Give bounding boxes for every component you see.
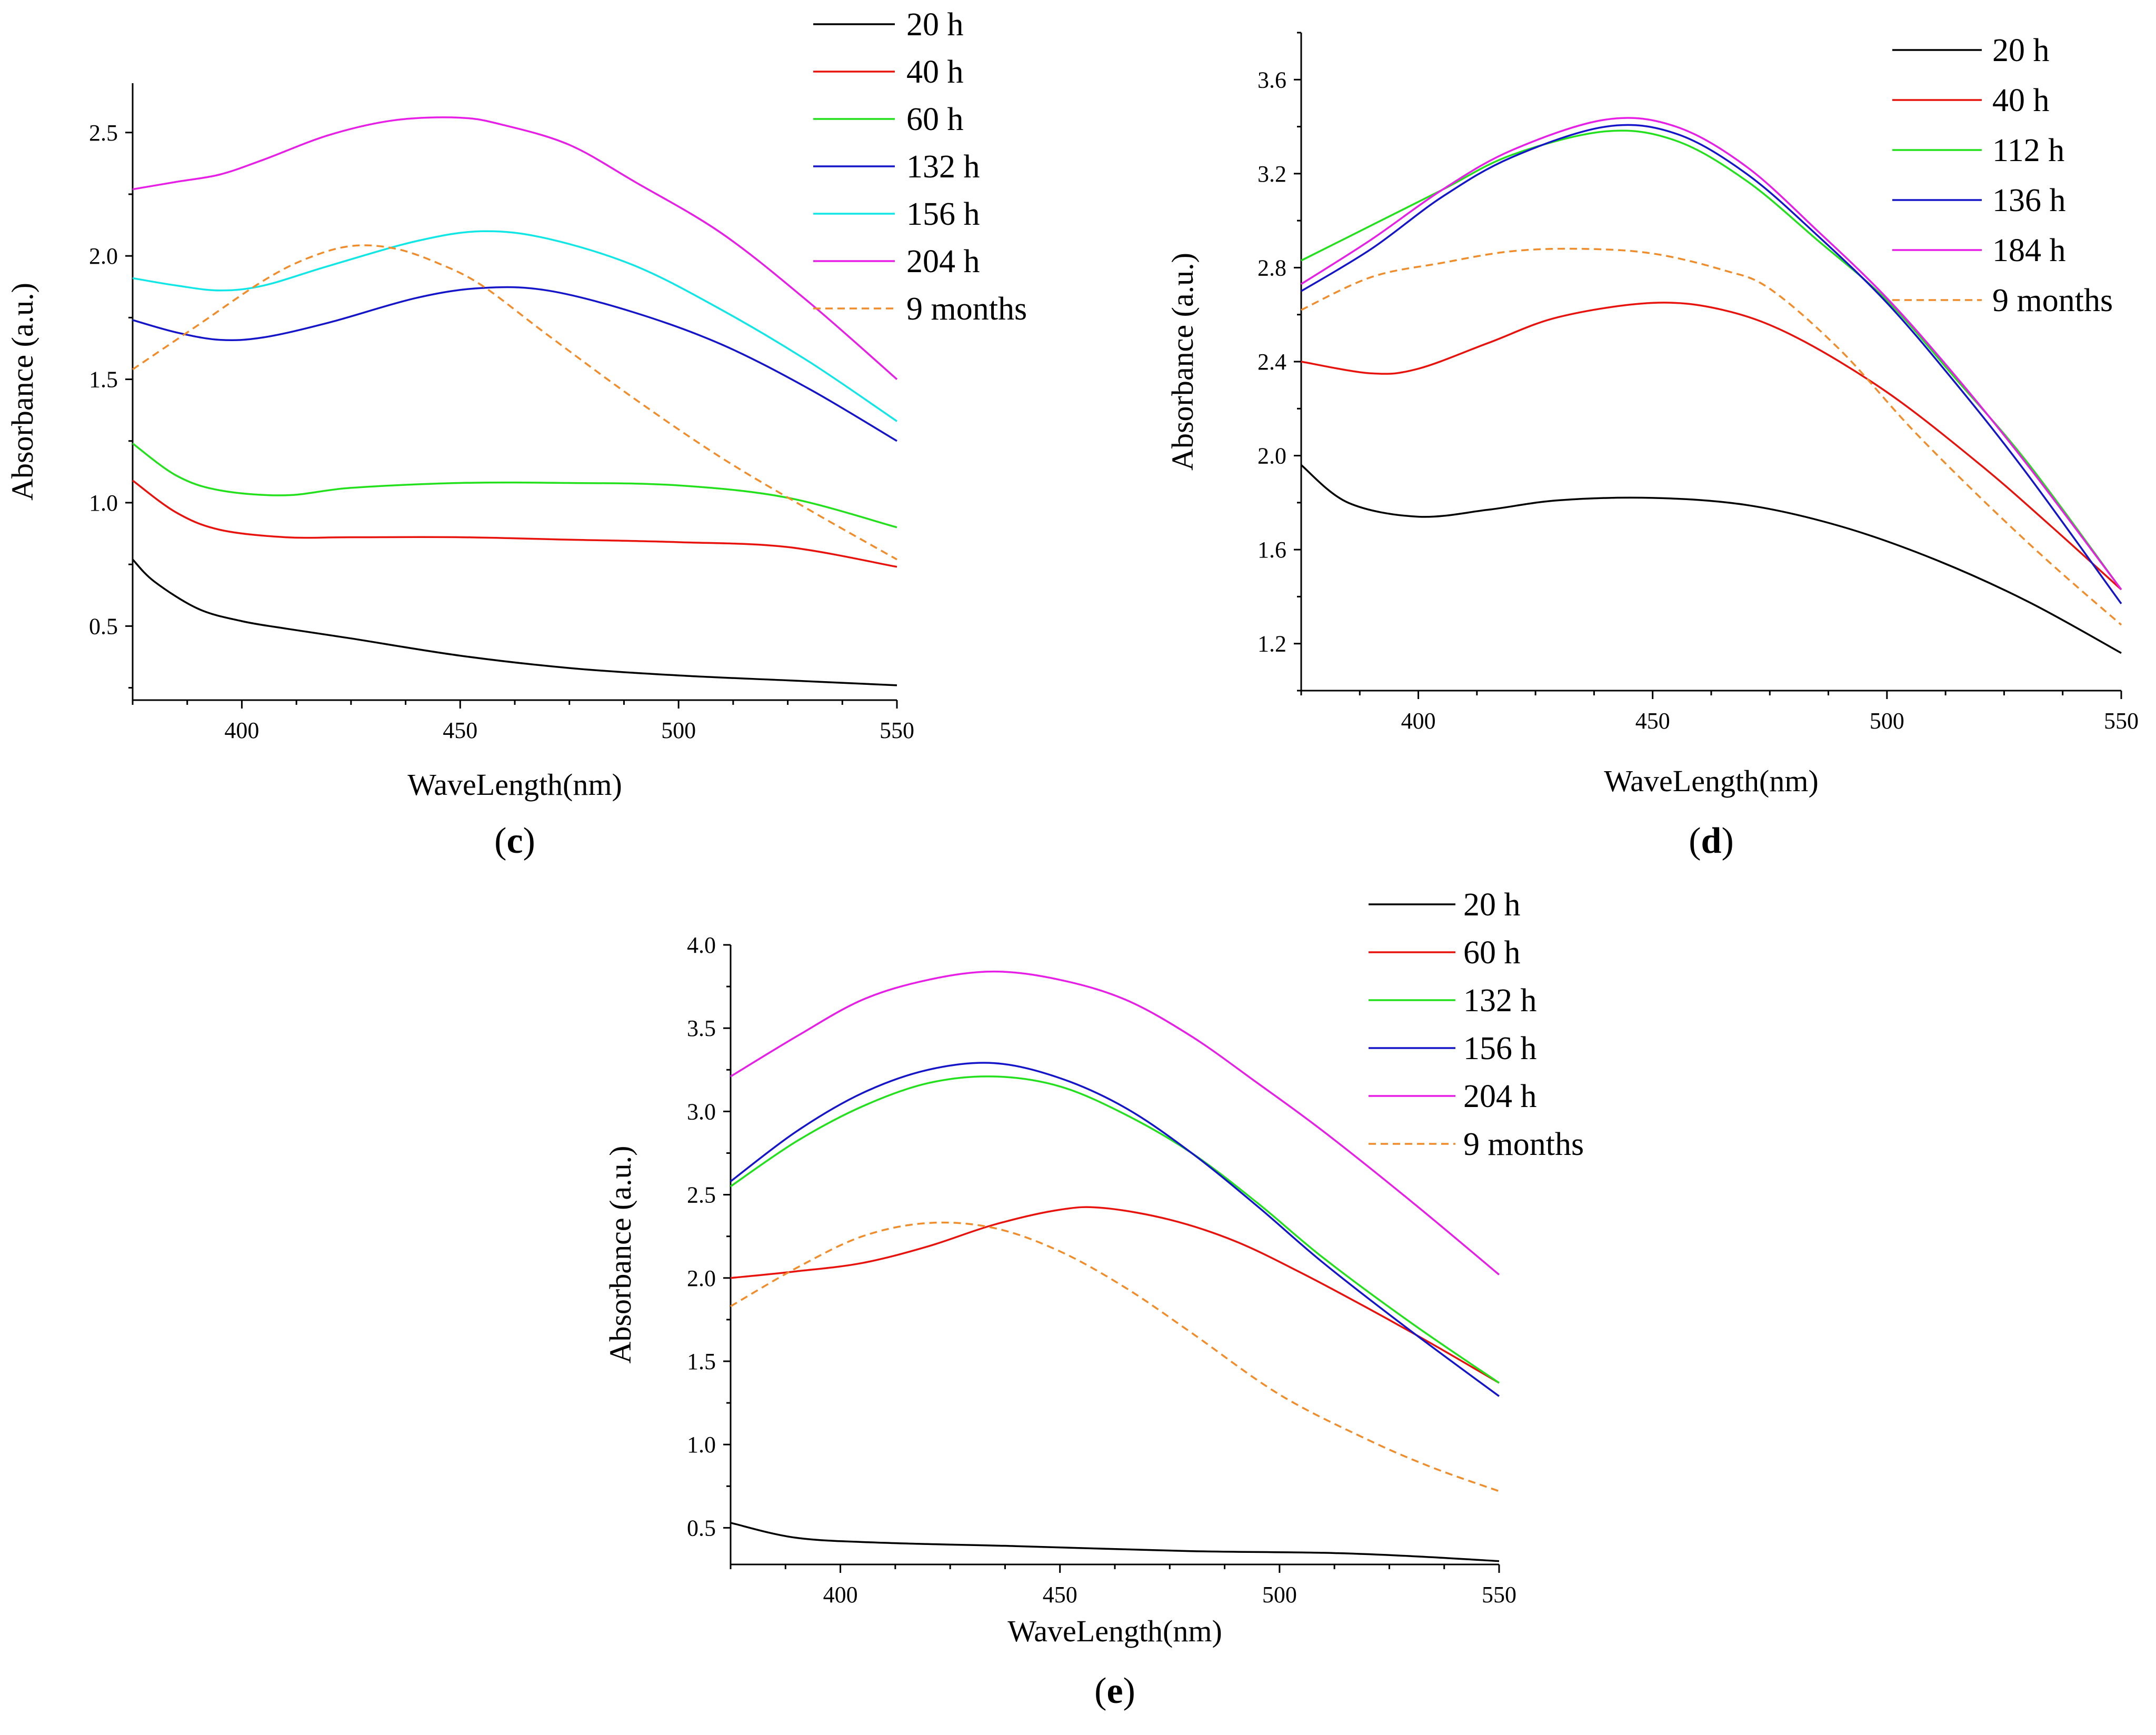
legend-label: 40 h	[1992, 83, 2050, 118]
y-tick-label: 3.6	[1257, 67, 1286, 93]
legend-label: 20 h	[906, 7, 964, 43]
series-line-156-h	[730, 1062, 1500, 1397]
x-tick-label: 400	[1401, 708, 1436, 734]
x-axis-title: WaveLength(nm)	[1007, 1614, 1222, 1648]
x-tick-label: 550	[1482, 1582, 1516, 1608]
y-tick-label: 4.0	[687, 932, 716, 958]
series-line-184-h	[1301, 117, 2122, 591]
y-axis-title: Absorbance (a.u.)	[5, 283, 39, 501]
legend-label: 112 h	[1992, 133, 2064, 168]
legend-label: 9 months	[906, 291, 1027, 327]
y-axis-title: Absorbance (a.u.)	[603, 1146, 637, 1364]
chart-panel-c: 0.5 1.0 1.5 2.0 2.5 400 450 500 550 WaveLength(nm…	[5, 7, 1027, 861]
y-tick-label: 2.5	[89, 120, 118, 146]
series-line-9-months	[132, 244, 897, 561]
y-tick-label: 1.0	[687, 1432, 716, 1458]
y-tick-label: 2.5	[687, 1182, 716, 1208]
legend-label: 60 h	[906, 102, 964, 137]
series-line-156-h	[132, 230, 897, 422]
legend-label: 132 h	[906, 149, 980, 185]
x-axis-title: WaveLength(nm)	[1604, 764, 1819, 798]
x-tick-label: 450	[443, 717, 477, 743]
series-line-40-h	[132, 480, 897, 568]
x-tick-label: 450	[1043, 1582, 1077, 1608]
y-tick-label: 1.2	[1257, 631, 1286, 657]
x-tick-label: 500	[1262, 1582, 1297, 1608]
legend-label: 132 h	[1463, 983, 1537, 1019]
legend-label: 60 h	[1463, 935, 1521, 971]
x-tick-label: 550	[2104, 708, 2139, 734]
legend-label: 204 h	[906, 244, 980, 280]
series-line-204-h	[132, 116, 898, 380]
series-line-20-h	[132, 559, 897, 686]
x-tick-label: 500	[661, 717, 696, 743]
legend-label: 20 h	[1992, 33, 2050, 68]
y-tick-label: 0.5	[687, 1515, 716, 1541]
y-tick-label: 2.0	[89, 243, 118, 269]
y-tick-label: 1.5	[89, 367, 118, 393]
series-line-132-h	[730, 1075, 1500, 1384]
legend-label: 156 h	[1463, 1031, 1537, 1066]
y-tick-label: 1.5	[687, 1349, 716, 1374]
series-line-9-months	[1301, 247, 2122, 626]
panel-label: (e)	[1094, 1671, 1135, 1711]
series-line-136-h	[1301, 124, 2122, 604]
series-line-60-h	[132, 442, 897, 529]
legend-label: 156 h	[906, 196, 980, 232]
y-tick-label: 2.0	[1257, 443, 1286, 469]
legend-label: 184 h	[1992, 233, 2066, 268]
x-tick-label: 400	[823, 1582, 858, 1608]
y-tick-label: 3.2	[1257, 161, 1286, 187]
legend-label: 204 h	[1463, 1079, 1537, 1114]
x-axis-title: WaveLength(nm)	[407, 767, 622, 802]
series-line-60-h	[730, 1206, 1500, 1384]
legend-label: 9 months	[1992, 283, 2113, 318]
y-tick-label: 2.0	[687, 1265, 716, 1291]
series-line-132-h	[132, 286, 897, 442]
series-line-9-months	[730, 1221, 1500, 1492]
x-tick-label: 550	[880, 717, 914, 743]
legend-label: 9 months	[1463, 1126, 1584, 1162]
y-tick-label: 2.8	[1257, 255, 1286, 281]
chart-panel-d: 1.2 1.6 2.0 2.4 2.8 3.2 3.6 400 450 500 550 WaveLen…	[1165, 32, 2139, 861]
panel-label: (d)	[1689, 821, 1734, 861]
legend-label: 136 h	[1992, 183, 2066, 218]
legend-label: 20 h	[1463, 887, 1521, 923]
series-line-40-h	[1301, 302, 2122, 591]
y-tick-label: 0.5	[89, 613, 118, 639]
y-tick-label: 1.6	[1257, 537, 1286, 563]
y-tick-label: 3.0	[687, 1099, 716, 1124]
y-tick-label: 3.5	[687, 1015, 716, 1041]
series-line-20-h	[730, 1522, 1500, 1562]
y-tick-label: 1.0	[89, 490, 118, 516]
y-tick-label: 2.4	[1257, 349, 1286, 375]
x-tick-label: 500	[1870, 708, 1904, 734]
y-axis-title: Absorbance (a.u.)	[1165, 253, 1200, 471]
chart-panel-e: 0.5 1.0 1.5 2.0 2.5 3.0 3.5 4.0 400 450 500 550 Wave…	[603, 887, 1584, 1711]
x-tick-label: 450	[1635, 708, 1670, 734]
legend-label: 40 h	[906, 54, 964, 90]
panel-label: (c)	[494, 821, 535, 861]
x-tick-label: 400	[224, 717, 259, 743]
series-line-204-h	[730, 970, 1500, 1275]
series-line-20-h	[1300, 464, 2122, 654]
